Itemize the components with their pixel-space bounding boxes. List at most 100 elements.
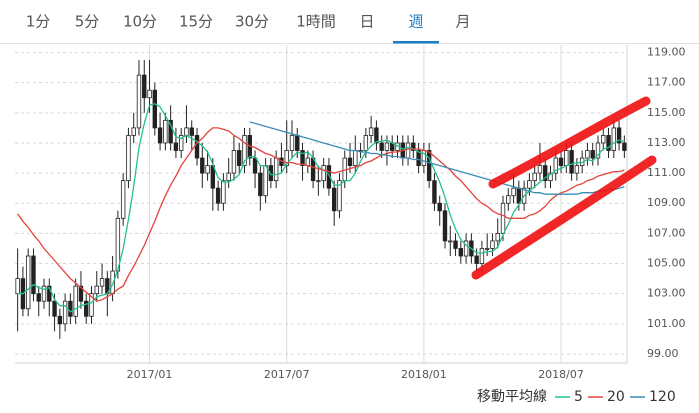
candle-body [331, 187, 337, 212]
candle-body [305, 157, 311, 166]
candle-body [284, 150, 289, 166]
candle-body [616, 127, 622, 144]
tab[interactable]: 日 [359, 13, 374, 31]
candle-body [131, 127, 136, 136]
candle-body [147, 89, 152, 99]
candle-body [537, 165, 543, 174]
tab[interactable]: 1時間 [296, 13, 336, 31]
legend-label: 120 [649, 389, 676, 405]
candle-body [57, 315, 63, 325]
tab[interactable]: 月 [455, 13, 470, 31]
legend-title: 移動平均線 [477, 389, 547, 405]
ma-line [17, 103, 625, 313]
annotation-stroke [488, 96, 651, 189]
candle-body [263, 165, 268, 197]
y-tick-label: 103.00 [647, 287, 686, 300]
tab-bar: 1分 5分 10分 15分 30分 1時間 日 週 月 [26, 13, 471, 44]
candle-body [215, 187, 221, 204]
candle-body [194, 135, 200, 159]
candle-body [31, 255, 36, 295]
candle-body [500, 202, 506, 234]
candle-body [405, 142, 411, 159]
candle-body [136, 74, 142, 129]
candle-body [384, 142, 390, 151]
x-tick-label: 2017/01 [127, 368, 173, 381]
candle-body [68, 300, 73, 317]
legend: 移動平均線 5 20 120 [477, 389, 676, 405]
candle-body [205, 165, 210, 174]
y-tick-label: 113.00 [647, 136, 686, 149]
candle-body [163, 119, 168, 144]
candle-body [142, 74, 147, 99]
candle-body [252, 157, 258, 174]
legend-label: 5 [574, 389, 583, 405]
candle-body [321, 165, 326, 182]
candle-body [379, 142, 384, 151]
ma-line [17, 127, 625, 302]
candle-body [41, 285, 47, 302]
plot-area: 99.00 101.00 103.00 105.00 107.00 109.00 111.0… [15, 45, 686, 381]
tab[interactable]: 30分 [235, 13, 269, 31]
candle-body [120, 180, 126, 219]
candle-body [189, 127, 194, 136]
candle-body [411, 142, 416, 151]
candle-body [15, 278, 20, 295]
candle-body [200, 157, 205, 174]
candle-body [506, 195, 511, 204]
y-tick-label: 111.00 [647, 166, 686, 179]
candle-body [548, 172, 553, 182]
candle-body [527, 180, 532, 189]
candle-body [273, 157, 279, 182]
candle-body [611, 127, 617, 151]
x-tick-label: 2017/07 [264, 368, 310, 381]
tab[interactable]: 5分 [75, 13, 100, 31]
candle-body [363, 135, 369, 151]
candle-body [622, 142, 627, 151]
candle-body [569, 150, 574, 174]
tab[interactable]: 1分 [26, 13, 51, 31]
candle-body [300, 150, 305, 166]
candle-body [553, 157, 558, 174]
candle-body [94, 285, 99, 295]
x-tick-label: 2018/01 [401, 368, 447, 381]
candle-body [374, 127, 379, 144]
y-tick-label: 107.00 [647, 226, 686, 239]
tab-underline [393, 41, 439, 44]
y-tick-label: 119.00 [647, 46, 686, 59]
candle-body [606, 135, 611, 151]
candle-body [73, 285, 78, 317]
candle-body [178, 135, 184, 151]
candle-body [173, 142, 179, 151]
candle-body [601, 135, 606, 144]
candle-body [368, 127, 374, 136]
candle-body [558, 157, 564, 166]
candle-body [516, 187, 522, 204]
tab[interactable]: 週 [408, 13, 423, 31]
candle-body [242, 135, 247, 166]
candle-body [316, 180, 321, 183]
candle-body [453, 240, 458, 249]
annotation-stroke [471, 155, 657, 280]
candle-body [484, 248, 490, 250]
candle-body [84, 300, 89, 317]
y-tick-label: 109.00 [647, 196, 686, 209]
candle-body [52, 300, 57, 317]
y-tick-label: 115.00 [647, 106, 686, 119]
candle-body [458, 248, 464, 257]
candle-body [353, 150, 358, 166]
tab[interactable]: 10分 [123, 13, 157, 31]
candle-body [337, 180, 342, 212]
candle-body [25, 255, 31, 310]
candle-body [168, 119, 173, 144]
candle-body [585, 150, 590, 159]
candle-body [221, 180, 226, 204]
y-tick-label: 117.00 [647, 76, 686, 89]
candle-body [231, 150, 237, 174]
ma-line [249, 121, 625, 195]
candle-body [152, 89, 158, 129]
y-tick-label: 99.00 [647, 347, 679, 360]
annotations [471, 96, 657, 280]
tab[interactable]: 15分 [179, 13, 213, 31]
candle-body [416, 150, 421, 166]
